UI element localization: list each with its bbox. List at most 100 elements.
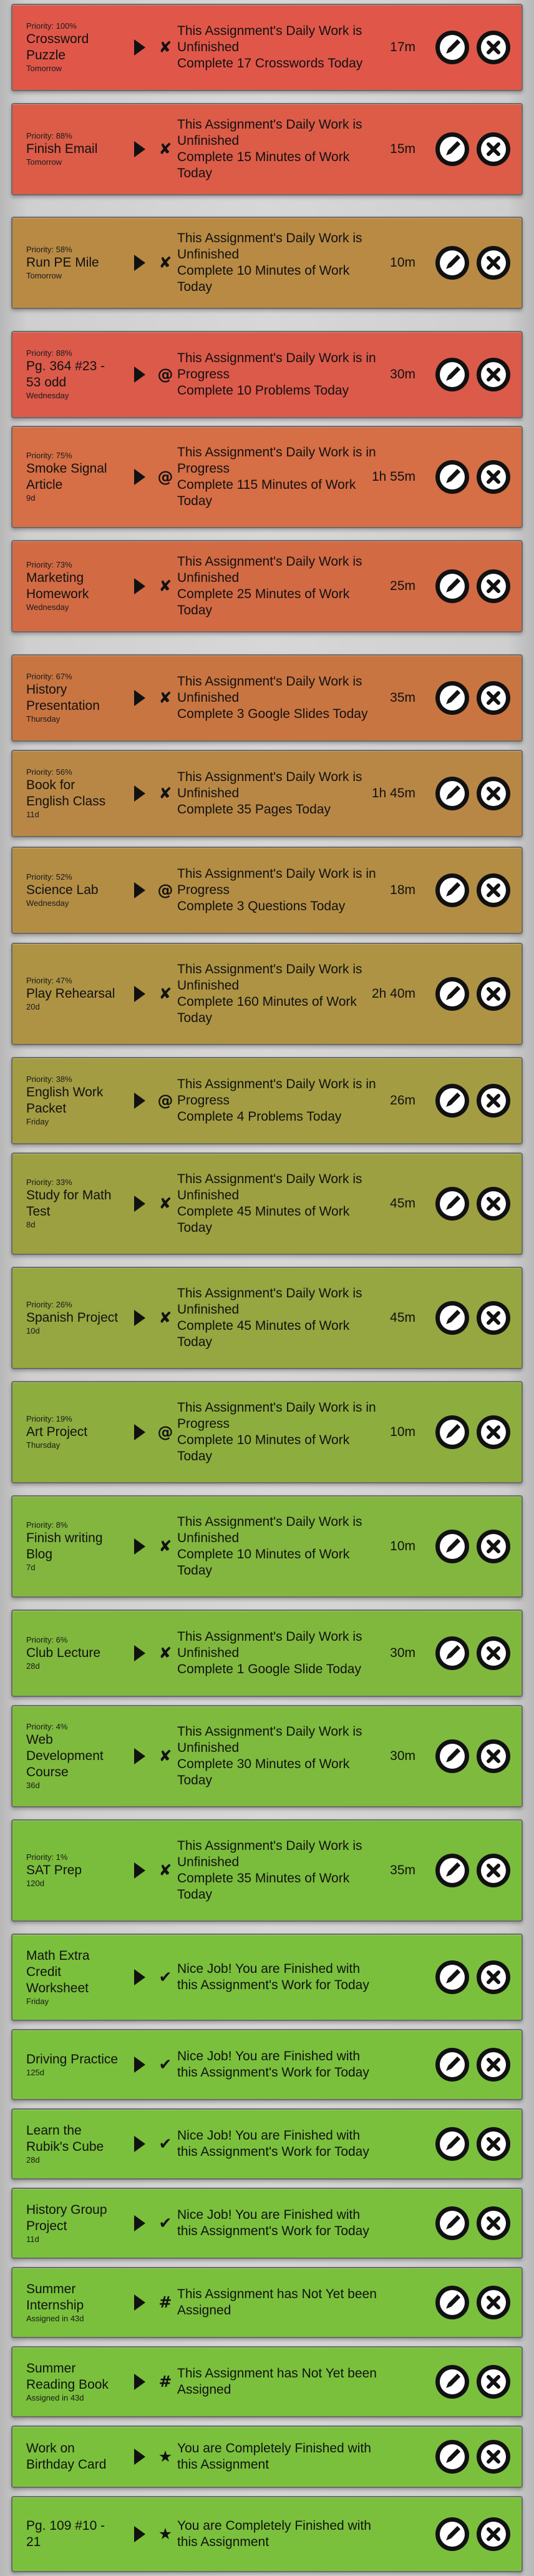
- assignment-card[interactable]: Priority: 88% Pg. 364 #23 - 53 odd Wednesd…: [11, 331, 523, 418]
- play-icon[interactable]: [134, 2215, 145, 2231]
- play-icon[interactable]: [134, 1862, 145, 1879]
- assignment-card[interactable]: Summer Internship Assigned in 43d # This As…: [11, 2267, 523, 2338]
- edit-button[interactable]: [435, 2127, 469, 2161]
- delete-button[interactable]: [477, 1530, 510, 1563]
- delete-button[interactable]: [477, 681, 510, 715]
- edit-button[interactable]: [435, 2365, 469, 2399]
- delete-button[interactable]: [477, 246, 510, 280]
- assignment-card[interactable]: Driving Practice 125d ✔ Nice Job! You are F…: [11, 2029, 523, 2100]
- assignment-card[interactable]: Priority: 8% Finish writing Blog 7d ✘ This A…: [11, 1495, 523, 1598]
- assignment-card[interactable]: Priority: 100% Crossword Puzzle Tomorrow ✘ T…: [11, 4, 523, 91]
- delete-button[interactable]: [477, 132, 510, 166]
- delete-button[interactable]: [477, 1636, 510, 1670]
- edit-button[interactable]: [435, 873, 469, 907]
- delete-button[interactable]: [477, 1415, 510, 1449]
- edit-button[interactable]: [435, 1739, 469, 1773]
- edit-button[interactable]: [435, 460, 469, 494]
- play-icon[interactable]: [134, 986, 145, 1002]
- edit-button[interactable]: [435, 1084, 469, 1118]
- assignment-card[interactable]: Learn the Rubik's Cube 28d ✔ Nice Job! You …: [11, 2108, 523, 2180]
- assignment-card[interactable]: Math Extra Credit Worksheet Friday ✔ Nice J…: [11, 1934, 523, 2021]
- play-icon[interactable]: [134, 2136, 145, 2152]
- play-icon[interactable]: [134, 141, 145, 157]
- assignment-card[interactable]: Work on Birthday Card ★ You are Completely…: [11, 2426, 523, 2488]
- delete-button[interactable]: [477, 2440, 510, 2474]
- play-icon[interactable]: [134, 1310, 145, 1326]
- delete-button[interactable]: [477, 2048, 510, 2082]
- edit-button[interactable]: [435, 1636, 469, 1670]
- delete-button[interactable]: [477, 358, 510, 391]
- delete-button[interactable]: [477, 569, 510, 603]
- assignment-card[interactable]: Priority: 6% Club Lecture 28d ✘ This Assignm…: [11, 1610, 523, 1697]
- play-icon[interactable]: [134, 2526, 145, 2542]
- assignment-card[interactable]: Priority: 58% Run PE Mile Tomorrow ✘ This As…: [11, 217, 523, 309]
- assignment-card[interactable]: History Group Project 11d ✔ Nice Job! You a…: [11, 2188, 523, 2259]
- assignment-card[interactable]: Priority: 4% Web Development Course 36d ✘ Th…: [11, 1705, 523, 1807]
- edit-button[interactable]: [435, 977, 469, 1011]
- play-icon[interactable]: [134, 39, 145, 56]
- play-icon[interactable]: [134, 882, 145, 898]
- edit-button[interactable]: [435, 2286, 469, 2319]
- assignment-card[interactable]: Priority: 33% Study for Math Test 8d ✘ This …: [11, 1153, 523, 1255]
- edit-button[interactable]: [435, 2440, 469, 2474]
- edit-button[interactable]: [435, 681, 469, 715]
- assignment-card[interactable]: Priority: 67% History Presentation Thursda…: [11, 654, 523, 742]
- assignment-card[interactable]: Priority: 38% English Work Packet Friday @ T…: [11, 1057, 523, 1144]
- delete-button[interactable]: [477, 2206, 510, 2240]
- play-icon[interactable]: [134, 1969, 145, 1985]
- assignment-card[interactable]: Priority: 47% Play Rehearsal 20d ✘ This Assi…: [11, 943, 523, 1045]
- play-icon[interactable]: [134, 366, 145, 383]
- edit-button[interactable]: [435, 569, 469, 603]
- delete-button[interactable]: [477, 977, 510, 1011]
- play-icon[interactable]: [134, 2294, 145, 2311]
- delete-button[interactable]: [477, 1084, 510, 1118]
- play-icon[interactable]: [134, 469, 145, 485]
- delete-button[interactable]: [477, 1739, 510, 1773]
- delete-button[interactable]: [477, 1960, 510, 1994]
- delete-button[interactable]: [477, 1854, 510, 1887]
- play-icon[interactable]: [134, 1538, 145, 1555]
- play-icon[interactable]: [134, 2449, 145, 2465]
- assignment-card[interactable]: Summer Reading Book Assigned in 43d # This …: [11, 2346, 523, 2417]
- play-icon[interactable]: [134, 785, 145, 802]
- play-icon[interactable]: [134, 2057, 145, 2073]
- play-icon[interactable]: [134, 1196, 145, 1212]
- assignment-card[interactable]: Priority: 88% Finish Email Tomorrow ✘ This A…: [11, 103, 523, 195]
- edit-button[interactable]: [435, 358, 469, 391]
- assignment-card[interactable]: Priority: 73% Marketing Homework Wednesday…: [11, 540, 523, 632]
- assignment-card[interactable]: Priority: 26% Spanish Project 10d ✘ This Ass…: [11, 1267, 523, 1369]
- delete-button[interactable]: [477, 2127, 510, 2161]
- play-icon[interactable]: [134, 578, 145, 594]
- play-icon[interactable]: [134, 1093, 145, 1109]
- edit-button[interactable]: [435, 132, 469, 166]
- play-icon[interactable]: [134, 1645, 145, 1661]
- edit-button[interactable]: [435, 2048, 469, 2082]
- play-icon[interactable]: [134, 690, 145, 706]
- assignment-card[interactable]: Priority: 19% Art Project Thursday @ This As…: [11, 1381, 523, 1483]
- delete-button[interactable]: [477, 31, 510, 64]
- play-icon[interactable]: [134, 255, 145, 271]
- edit-button[interactable]: [435, 2206, 469, 2240]
- edit-button[interactable]: [435, 1854, 469, 1887]
- edit-button[interactable]: [435, 1960, 469, 1994]
- play-icon[interactable]: [134, 2374, 145, 2390]
- edit-button[interactable]: [435, 1415, 469, 1449]
- delete-button[interactable]: [477, 2286, 510, 2319]
- edit-button[interactable]: [435, 31, 469, 64]
- play-icon[interactable]: [134, 1748, 145, 1764]
- assignment-card[interactable]: Priority: 1% SAT Prep 120d ✘ This Assignment…: [11, 1819, 523, 1922]
- delete-button[interactable]: [477, 1301, 510, 1335]
- delete-button[interactable]: [477, 2517, 510, 2551]
- delete-button[interactable]: [477, 460, 510, 494]
- edit-button[interactable]: [435, 246, 469, 280]
- delete-button[interactable]: [477, 777, 510, 810]
- edit-button[interactable]: [435, 2517, 469, 2551]
- assignment-card[interactable]: Priority: 52% Science Lab Wednesday @ This A…: [11, 847, 523, 934]
- edit-button[interactable]: [435, 1530, 469, 1563]
- assignment-card[interactable]: Priority: 75% Smoke Signal Article 9d @ This…: [11, 426, 523, 528]
- edit-button[interactable]: [435, 1301, 469, 1335]
- delete-button[interactable]: [477, 873, 510, 907]
- edit-button[interactable]: [435, 777, 469, 810]
- assignment-card[interactable]: Pg. 109 #10 - 21 ★ You are Completely Fini…: [11, 2496, 523, 2572]
- delete-button[interactable]: [477, 2365, 510, 2399]
